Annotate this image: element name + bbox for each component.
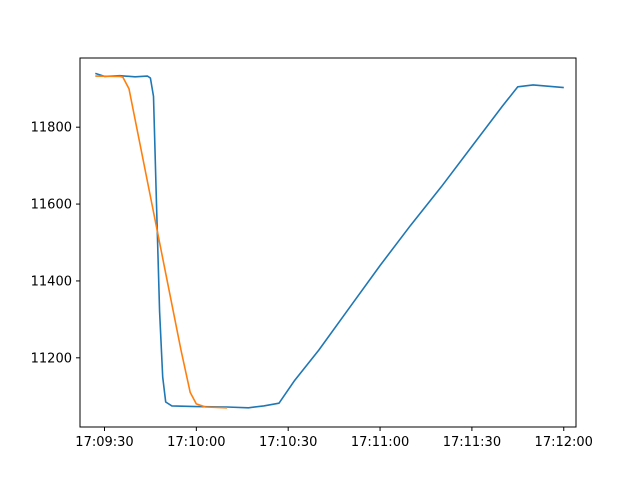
x-tick-label: 17:11:00 <box>351 435 409 450</box>
y-tick-label: 11800 <box>31 121 72 136</box>
y-axis: 11200 11400 11600 11800 <box>31 121 80 366</box>
series-line-2 <box>95 75 228 409</box>
plot-frame <box>79 57 577 428</box>
x-axis: 17:09:30 17:10:00 17:10:30 17:11:00 17:11:30… <box>75 427 593 450</box>
series-line-1 <box>95 72 564 409</box>
x-tick-label: 17:10:00 <box>167 435 225 450</box>
x-tick-label: 17:09:30 <box>75 435 133 450</box>
plot-lines <box>95 72 564 409</box>
x-tick-label: 17:10:30 <box>259 435 317 450</box>
x-tick-label: 17:12:00 <box>535 435 593 450</box>
y-tick-label: 11200 <box>31 351 72 366</box>
x-tick-label: 17:11:30 <box>443 435 501 450</box>
y-tick-label: 11600 <box>31 198 72 213</box>
y-tick-label: 11400 <box>31 274 72 289</box>
